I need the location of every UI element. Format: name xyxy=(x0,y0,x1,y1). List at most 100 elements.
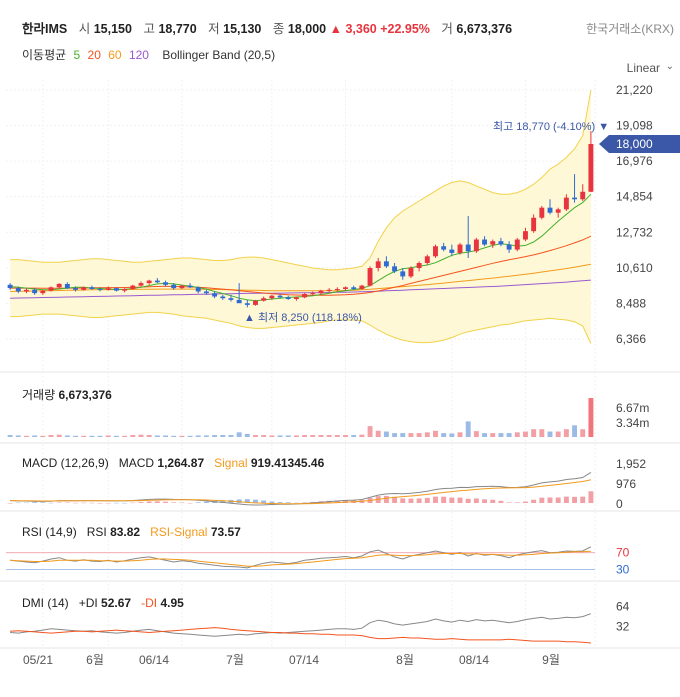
candle-body xyxy=(383,261,389,267)
candle-body xyxy=(367,268,373,286)
volume-bar xyxy=(146,435,152,437)
close-value: 18,000 xyxy=(287,22,327,36)
date-axis-label: 05/21 xyxy=(23,653,53,667)
macd-histogram-bar xyxy=(555,497,561,503)
candle-body xyxy=(523,231,528,240)
macd-histogram-bar xyxy=(48,502,54,504)
rsi-axis-label: 70 xyxy=(616,546,630,560)
candle-body xyxy=(220,296,226,299)
date-axis-label: 6월 xyxy=(86,653,104,667)
volume-bar xyxy=(523,431,528,437)
ma20-line xyxy=(10,235,592,296)
bollinger-band-fill xyxy=(10,90,591,344)
volume-bar xyxy=(285,435,291,437)
volume-value: 6,673,376 xyxy=(456,22,513,36)
volume-bar xyxy=(171,435,177,437)
macd-histogram-bar xyxy=(563,496,569,503)
candle-body xyxy=(555,209,561,213)
volume-bar xyxy=(163,435,168,437)
macd-histogram-bar xyxy=(465,498,471,503)
volume-bar xyxy=(506,433,512,437)
rsi-signal-line xyxy=(10,550,591,567)
volume-bar xyxy=(514,432,520,437)
macd-histogram-bar xyxy=(498,500,504,503)
volume-bar xyxy=(23,435,29,437)
macd-histogram-bar xyxy=(514,502,520,503)
volume-bar xyxy=(408,433,414,437)
macd-histogram-bar xyxy=(187,502,193,504)
volume-bar xyxy=(64,435,70,437)
candle-body xyxy=(580,191,586,200)
date-axis-label: 06/14 xyxy=(139,653,169,667)
candle-body xyxy=(113,288,119,291)
volume-bar xyxy=(220,435,226,437)
candle-body xyxy=(424,256,430,263)
signal-value: 919.41345.46 xyxy=(250,456,325,470)
volume-bar xyxy=(187,435,193,437)
macd-histogram-bar xyxy=(7,503,13,504)
macd-histogram-bar xyxy=(73,502,78,504)
macd-histogram-bar xyxy=(269,501,275,503)
candle-body xyxy=(293,297,299,300)
ma60-label: 60 xyxy=(108,48,122,62)
volume-bar xyxy=(130,435,136,437)
dmi-axis-label: 32 xyxy=(616,619,630,633)
date-axis-label: 7월 xyxy=(226,653,244,667)
date-axis-label: 07/14 xyxy=(289,653,319,667)
volume-bar xyxy=(490,433,496,437)
volume-bar xyxy=(113,435,119,437)
volume-bar xyxy=(375,430,381,437)
candle-body xyxy=(97,288,103,290)
volume-bar xyxy=(392,433,398,437)
macd-histogram-bar xyxy=(408,498,414,503)
volume-bar xyxy=(212,435,218,437)
macd-histogram-bar xyxy=(56,502,62,503)
candle-body xyxy=(285,297,291,300)
price-axis-label: 12,732 xyxy=(616,225,653,239)
macd-histogram-bar xyxy=(40,502,46,503)
macd-histogram-bar xyxy=(449,497,455,503)
macd-name: MACD xyxy=(118,456,155,470)
macd-params: MACD (12,26,9) xyxy=(22,456,109,470)
macd-histogram-bar xyxy=(539,497,545,503)
candle-body xyxy=(392,266,398,272)
scale-mode-dropdown[interactable]: Linear xyxy=(626,61,660,75)
ma120-line xyxy=(10,279,591,299)
macd-histogram-bar xyxy=(285,502,291,503)
volume-title: 거래량 xyxy=(22,388,56,402)
candle-body xyxy=(40,290,46,294)
volume-bar xyxy=(424,432,430,437)
mdi-line xyxy=(10,627,591,644)
date-axis-label: 9월 xyxy=(542,653,560,667)
candle-body xyxy=(465,244,471,252)
chevron-down-icon[interactable]: ⌄ xyxy=(665,61,674,72)
volume-bar xyxy=(179,435,185,437)
macd-histogram-bar xyxy=(195,502,201,503)
volume-bar xyxy=(302,435,308,437)
low-value: 15,130 xyxy=(223,22,262,36)
volume-bar xyxy=(261,435,267,437)
candle-body xyxy=(343,287,348,289)
macd-histogram-bar xyxy=(523,501,528,503)
volume-bar xyxy=(203,435,209,437)
volume-bar xyxy=(572,425,578,437)
candle-body xyxy=(154,280,160,283)
candle-body xyxy=(253,300,258,305)
macd-axis-label: 976 xyxy=(616,477,636,491)
candle-body xyxy=(15,288,21,292)
volume-bar xyxy=(334,435,340,437)
candle-body xyxy=(563,197,569,210)
candle-body xyxy=(531,217,537,232)
pdi-value: 52.67 xyxy=(101,596,132,610)
volume-bar xyxy=(563,429,569,437)
volume-bar xyxy=(253,435,258,437)
pdi-name: +DI xyxy=(78,596,98,610)
change-value: ▲ 3,360 xyxy=(329,22,377,36)
rsi-params: RSI (14,9) xyxy=(22,525,77,539)
candle-body xyxy=(138,283,144,286)
panel-bg xyxy=(6,448,595,508)
candle-body xyxy=(105,288,111,290)
volume-bar xyxy=(310,435,316,437)
ma-label: 이동평균 xyxy=(22,48,67,62)
